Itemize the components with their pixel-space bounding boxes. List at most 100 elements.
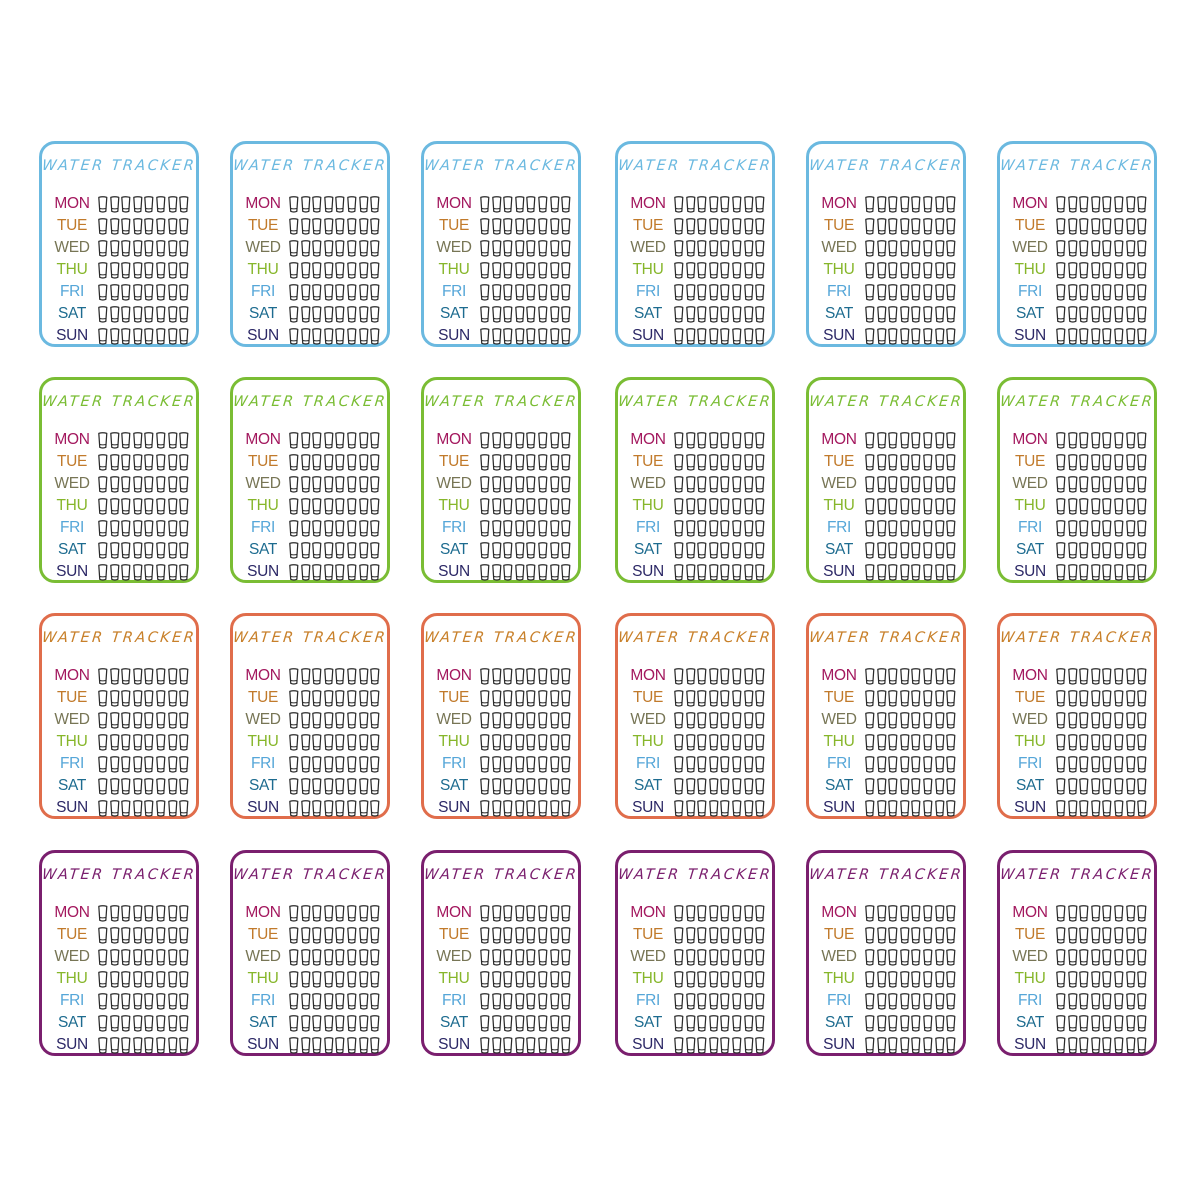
- cup-icon[interactable]: [300, 948, 312, 967]
- cup-icon[interactable]: [876, 541, 888, 560]
- cup-icon[interactable]: [731, 239, 743, 258]
- cup-icon[interactable]: [358, 195, 370, 214]
- cup-icon[interactable]: [288, 541, 300, 560]
- cup-icon[interactable]: [369, 217, 381, 236]
- cup-icon[interactable]: [334, 541, 346, 560]
- cup-icon[interactable]: [549, 327, 561, 346]
- cup-icon[interactable]: [549, 453, 561, 472]
- cup-icon[interactable]: [334, 327, 346, 346]
- cup-icon[interactable]: [288, 970, 300, 989]
- cup-icon[interactable]: [719, 497, 731, 516]
- cup-icon[interactable]: [934, 948, 946, 967]
- cup-icon[interactable]: [673, 217, 685, 236]
- cup-icon[interactable]: [945, 904, 957, 923]
- cup-icon[interactable]: [1113, 453, 1125, 472]
- cup-icon[interactable]: [934, 733, 946, 752]
- cup-icon[interactable]: [922, 926, 934, 945]
- cup-icon[interactable]: [743, 217, 755, 236]
- cup-icon[interactable]: [876, 453, 888, 472]
- cup-icon[interactable]: [109, 327, 121, 346]
- cup-icon[interactable]: [864, 261, 876, 280]
- cup-icon[interactable]: [311, 970, 323, 989]
- cup-icon[interactable]: [155, 689, 167, 708]
- cup-icon[interactable]: [743, 239, 755, 258]
- cup-icon[interactable]: [673, 541, 685, 560]
- cup-icon[interactable]: [502, 497, 514, 516]
- cup-icon[interactable]: [369, 431, 381, 450]
- cup-icon[interactable]: [132, 926, 144, 945]
- cup-icon[interactable]: [358, 711, 370, 730]
- cup-icon[interactable]: [479, 1014, 491, 1033]
- cup-icon[interactable]: [479, 926, 491, 945]
- cup-icon[interactable]: [899, 431, 911, 450]
- cup-icon[interactable]: [300, 475, 312, 494]
- cup-icon[interactable]: [899, 733, 911, 752]
- cup-icon[interactable]: [549, 970, 561, 989]
- cup-icon[interactable]: [549, 992, 561, 1011]
- cup-icon[interactable]: [132, 777, 144, 796]
- cup-icon[interactable]: [311, 217, 323, 236]
- cup-icon[interactable]: [1078, 541, 1090, 560]
- cup-icon[interactable]: [323, 305, 335, 324]
- cup-icon[interactable]: [876, 195, 888, 214]
- cup-icon[interactable]: [719, 519, 731, 538]
- cup-icon[interactable]: [167, 563, 179, 582]
- cup-icon[interactable]: [743, 519, 755, 538]
- cup-icon[interactable]: [525, 195, 537, 214]
- cup-icon[interactable]: [1055, 497, 1067, 516]
- cup-icon[interactable]: [97, 755, 109, 774]
- cup-icon[interactable]: [1090, 1036, 1102, 1055]
- cup-icon[interactable]: [754, 563, 766, 582]
- cup-icon[interactable]: [109, 992, 121, 1011]
- cup-icon[interactable]: [1090, 926, 1102, 945]
- cup-icon[interactable]: [685, 799, 697, 818]
- cup-icon[interactable]: [887, 431, 899, 450]
- cup-icon[interactable]: [109, 689, 121, 708]
- cup-icon[interactable]: [1136, 283, 1148, 302]
- cup-icon[interactable]: [346, 431, 358, 450]
- cup-icon[interactable]: [132, 711, 144, 730]
- cup-icon[interactable]: [132, 239, 144, 258]
- cup-icon[interactable]: [696, 667, 708, 686]
- cup-icon[interactable]: [864, 970, 876, 989]
- cup-icon[interactable]: [673, 904, 685, 923]
- cup-icon[interactable]: [549, 926, 561, 945]
- cup-icon[interactable]: [876, 733, 888, 752]
- cup-icon[interactable]: [120, 667, 132, 686]
- cup-icon[interactable]: [1055, 711, 1067, 730]
- cup-icon[interactable]: [1125, 667, 1137, 686]
- cup-icon[interactable]: [1125, 431, 1137, 450]
- cup-icon[interactable]: [323, 926, 335, 945]
- cup-icon[interactable]: [708, 799, 720, 818]
- cup-icon[interactable]: [288, 667, 300, 686]
- cup-icon[interactable]: [708, 1036, 720, 1055]
- cup-icon[interactable]: [876, 992, 888, 1011]
- cup-icon[interactable]: [525, 497, 537, 516]
- cup-icon[interactable]: [514, 217, 526, 236]
- cup-icon[interactable]: [910, 261, 922, 280]
- cup-icon[interactable]: [155, 948, 167, 967]
- cup-icon[interactable]: [311, 948, 323, 967]
- cup-icon[interactable]: [334, 195, 346, 214]
- cup-icon[interactable]: [1101, 904, 1113, 923]
- cup-icon[interactable]: [685, 904, 697, 923]
- cup-icon[interactable]: [685, 563, 697, 582]
- cup-icon[interactable]: [899, 239, 911, 258]
- cup-icon[interactable]: [1101, 217, 1113, 236]
- cup-icon[interactable]: [864, 431, 876, 450]
- cup-icon[interactable]: [922, 904, 934, 923]
- cup-icon[interactable]: [346, 453, 358, 472]
- cup-icon[interactable]: [288, 261, 300, 280]
- cup-icon[interactable]: [685, 217, 697, 236]
- cup-icon[interactable]: [910, 926, 922, 945]
- cup-icon[interactable]: [311, 1014, 323, 1033]
- cup-icon[interactable]: [178, 992, 190, 1011]
- cup-icon[interactable]: [910, 904, 922, 923]
- cup-icon[interactable]: [514, 733, 526, 752]
- cup-icon[interactable]: [502, 689, 514, 708]
- cup-icon[interactable]: [537, 261, 549, 280]
- cup-icon[interactable]: [155, 283, 167, 302]
- cup-icon[interactable]: [178, 948, 190, 967]
- cup-icon[interactable]: [1136, 217, 1148, 236]
- cup-icon[interactable]: [525, 689, 537, 708]
